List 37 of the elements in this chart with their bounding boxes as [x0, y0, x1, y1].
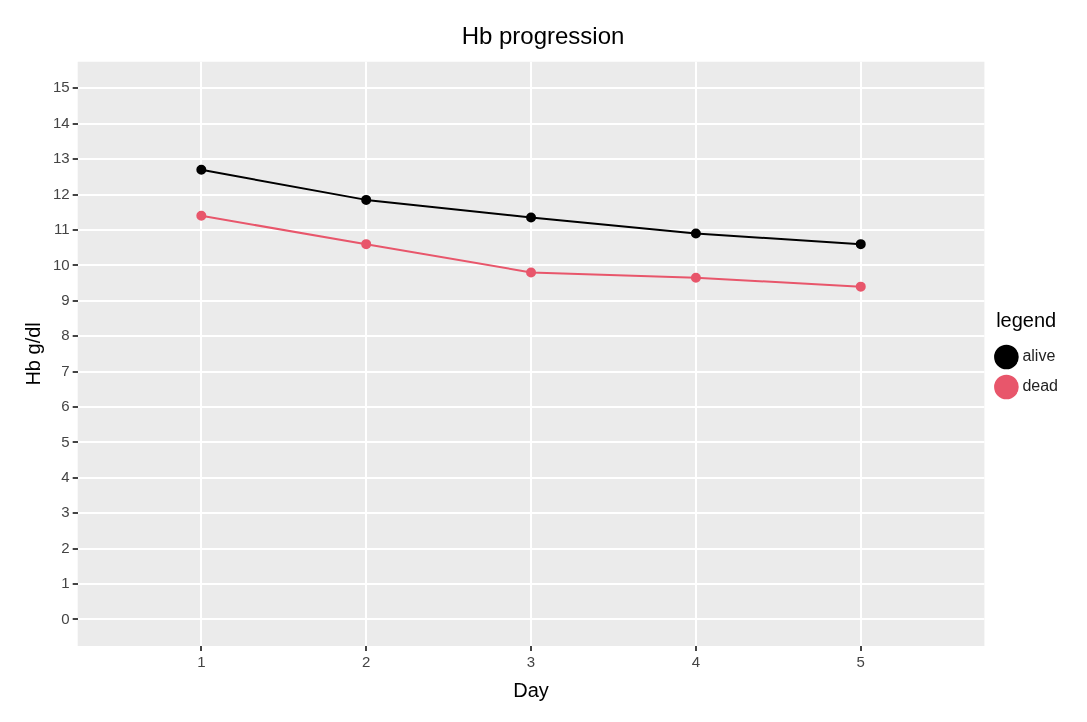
y-axis-title: Hb g/dl	[21, 322, 44, 386]
y-tick-label: 8	[61, 326, 70, 344]
legend-label: alive	[1022, 347, 1056, 365]
point	[690, 228, 701, 239]
point	[526, 267, 537, 278]
point	[196, 164, 207, 175]
point	[855, 239, 866, 250]
point	[526, 212, 537, 223]
point	[690, 272, 701, 283]
legend-label: dead	[1022, 377, 1058, 395]
y-tick-label: 1	[61, 574, 70, 592]
x-tick-label: 3	[526, 653, 536, 671]
y-tick-label: 0	[61, 609, 70, 627]
x-tick-label: 5	[856, 653, 865, 671]
y-tick-label: 12	[53, 184, 70, 202]
x-tick-label: 2	[362, 653, 371, 671]
y-tick-label: 15	[53, 78, 70, 96]
point	[855, 281, 866, 292]
y-tick-label: 9	[61, 290, 70, 308]
point	[361, 239, 372, 250]
y-tick-label: 4	[61, 467, 70, 485]
y-tick-label: 7	[61, 361, 70, 379]
y-tick-label: 11	[54, 220, 70, 238]
point	[196, 210, 207, 221]
point	[361, 194, 372, 205]
legend-title: legend	[996, 308, 1057, 331]
x-axis-title: Day	[513, 678, 549, 701]
y-tick-label: 13	[53, 149, 70, 167]
x-tick-label: 1	[197, 653, 206, 671]
y-tick-label: 2	[61, 538, 70, 556]
y-tick-label: 10	[53, 255, 70, 273]
y-tick-label: 6	[61, 397, 70, 415]
chart-title: Hb progression	[461, 22, 625, 50]
y-tick-label: 14	[53, 113, 70, 131]
y-tick-label: 5	[61, 432, 70, 450]
y-tick-label: 3	[61, 503, 70, 521]
x-tick-label: 4	[691, 653, 701, 671]
